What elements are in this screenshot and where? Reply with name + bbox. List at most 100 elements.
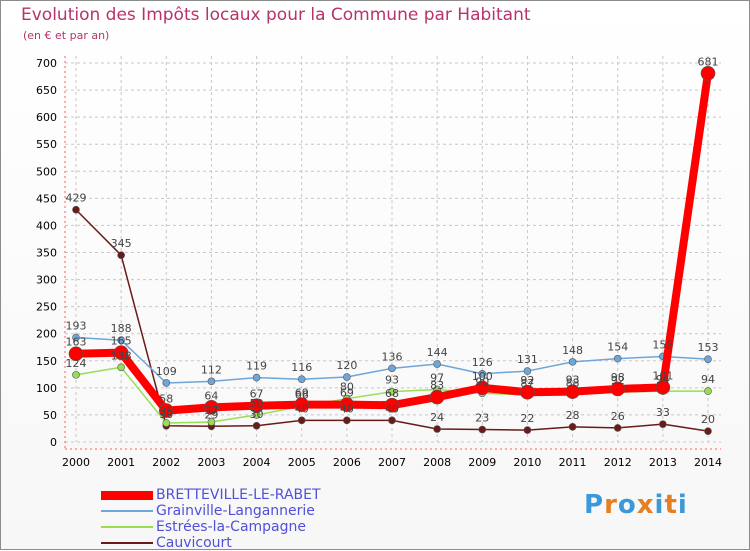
data-point xyxy=(388,364,396,373)
data-point xyxy=(520,384,535,400)
data-label: 158 xyxy=(652,338,673,351)
y-tick-label: 300 xyxy=(36,274,57,287)
legend-label: Grainville-Langannerie xyxy=(156,503,315,519)
data-point xyxy=(117,336,125,345)
legend-label: BRETTEVILLE-LE-RABET xyxy=(156,487,321,503)
data-label: 69 xyxy=(340,387,354,400)
data-label: 92 xyxy=(611,374,625,387)
data-label: 24 xyxy=(430,411,444,424)
x-tick-label: 2001 xyxy=(107,456,135,469)
chart-subtitle: (en € et par an) xyxy=(23,29,110,42)
x-tick-label: 2014 xyxy=(694,456,722,469)
data-point xyxy=(565,384,580,399)
y-tick-label: 200 xyxy=(36,328,57,341)
data-point xyxy=(478,369,487,378)
chart-title: Evolution des Impôts locaux pour la Comm… xyxy=(21,5,531,25)
x-tick-label: 2012 xyxy=(604,456,632,469)
y-tick-label: 650 xyxy=(36,84,57,97)
series-layer xyxy=(68,65,716,435)
data-point xyxy=(162,419,171,427)
data-label: 126 xyxy=(472,356,493,369)
y-tick-label: 400 xyxy=(36,219,57,232)
data-label: 681 xyxy=(698,55,719,68)
x-tick-label: 2004 xyxy=(243,456,271,469)
data-label: 131 xyxy=(517,353,538,366)
legend-swatch xyxy=(101,526,153,528)
data-label: 80 xyxy=(340,381,354,394)
data-point xyxy=(297,375,306,383)
data-point xyxy=(343,373,351,381)
data-label: 90 xyxy=(475,375,489,388)
data-point xyxy=(523,426,532,434)
logo-letter: r xyxy=(604,490,618,520)
legend-label: Estrées-la-Campagne xyxy=(156,519,307,535)
data-label: 188 xyxy=(111,322,132,335)
y-tick-label: 500 xyxy=(36,165,57,178)
x-tick-label: 2011 xyxy=(559,456,587,469)
logo-letter: i xyxy=(654,490,665,520)
data-label: 68 xyxy=(385,387,399,400)
data-point xyxy=(704,427,712,435)
data-label: 124 xyxy=(66,357,87,370)
logo-letter: P xyxy=(584,490,605,520)
data-point xyxy=(613,354,622,363)
data-point xyxy=(388,416,396,425)
data-label: 83 xyxy=(430,379,444,392)
grid xyxy=(65,56,721,443)
data-label: 109 xyxy=(156,365,177,378)
data-point xyxy=(474,380,490,396)
data-point xyxy=(72,205,80,214)
x-tick-label: 2009 xyxy=(468,456,496,469)
data-point xyxy=(384,397,400,413)
data-point xyxy=(158,403,174,418)
y-tick-label: 150 xyxy=(36,355,57,368)
data-point xyxy=(523,367,532,375)
data-label: 20 xyxy=(701,413,715,426)
logo-letter: x xyxy=(636,490,655,520)
legend-label: Cauvicourt xyxy=(156,535,232,551)
data-point xyxy=(704,355,712,363)
x-tick-label: 2010 xyxy=(513,456,541,469)
x-tick-label: 2002 xyxy=(152,456,180,469)
data-label: 98 xyxy=(611,371,625,384)
y-tick-label: 100 xyxy=(36,382,57,395)
data-point xyxy=(204,400,219,415)
y-tick-label: 350 xyxy=(36,247,57,260)
data-point xyxy=(433,425,441,433)
data-label: 58 xyxy=(159,393,173,406)
data-point xyxy=(249,398,264,414)
data-label: 154 xyxy=(607,341,628,354)
data-point xyxy=(610,381,626,397)
data-label: 87 xyxy=(520,377,534,390)
data-point xyxy=(568,358,577,366)
data-label: 69 xyxy=(295,387,309,400)
y-tick-label: 700 xyxy=(36,57,57,70)
data-label: 153 xyxy=(698,341,719,354)
data-labels: 163 165 58 64 67 69 69 68 83 100 92 93 98 101 681 193 18… xyxy=(66,55,719,426)
data-label: 345 xyxy=(111,237,132,250)
data-point xyxy=(162,379,171,387)
x-tick-label: 2000 xyxy=(62,456,90,469)
data-label: 136 xyxy=(382,350,403,363)
data-point xyxy=(704,387,712,395)
data-label: 67 xyxy=(250,388,264,401)
x-tick-label: 2013 xyxy=(649,456,677,469)
data-label: 97 xyxy=(430,371,444,384)
data-label: 93 xyxy=(385,374,399,387)
data-label: 165 xyxy=(111,335,132,348)
data-label: 28 xyxy=(566,409,580,422)
logo-letter: o xyxy=(617,490,637,520)
axes: 0501001502002503003504004505005506006507… xyxy=(36,56,722,469)
y-tick-label: 550 xyxy=(36,138,57,151)
data-point xyxy=(388,387,396,396)
data-label: 40 xyxy=(340,402,354,415)
data-label: 40 xyxy=(385,402,399,415)
data-label: 94 xyxy=(656,373,670,386)
y-tick-label: 50 xyxy=(43,409,57,422)
data-point xyxy=(72,333,80,342)
data-label: 116 xyxy=(291,361,312,374)
data-label: 193 xyxy=(66,320,87,333)
legend-swatch xyxy=(101,542,153,544)
data-label: 23 xyxy=(475,412,489,425)
